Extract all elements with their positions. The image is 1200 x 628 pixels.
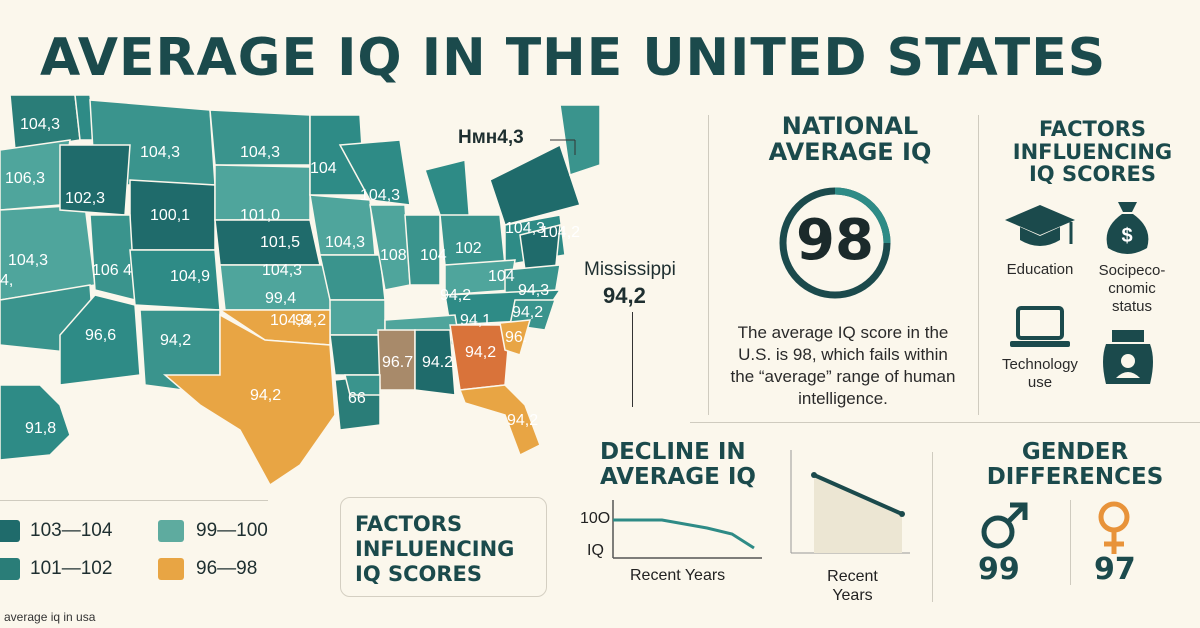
factors-box-text: FACTORS INFLUENCING IQ SCORES: [355, 512, 515, 587]
state-value-label: 94,2: [512, 304, 543, 321]
caption: average iq in usa: [4, 610, 96, 624]
legend-label-1: 101—102: [30, 558, 113, 579]
state-value-label: 104,3: [8, 252, 48, 269]
laptop-icon: [1010, 306, 1070, 347]
national-description: The average IQ score in the U.S. is 98, …: [730, 323, 956, 409]
state-value-label: 108: [380, 247, 407, 264]
factors-box: FACTORS INFLUENCING IQ SCORES: [340, 497, 547, 597]
state-value-label: 104,3: [360, 187, 400, 204]
decline-x-label-2: Recent Years: [827, 568, 878, 605]
male-value: 99: [978, 552, 1020, 587]
state-value-label: 104,3: [240, 144, 280, 161]
person-badge-icon: [1103, 330, 1153, 384]
state-value-label: 104,2: [540, 224, 580, 241]
legend-label-3: 96—98: [196, 558, 258, 579]
state-value-label: 91,8: [25, 420, 56, 437]
state-value-label: 104: [488, 268, 515, 285]
factors-heading: FACTORS INFLUENCING IQ SCORES: [1012, 117, 1173, 187]
state-value-label: 101,0: [240, 207, 280, 224]
callout-state-value: 94,2: [603, 283, 646, 308]
gender-heading: GENDER DIFFERENCES: [986, 439, 1164, 490]
legend-label-0: 103—104: [30, 520, 113, 541]
male-symbol-icon: [981, 502, 1028, 549]
state-value-label: 100,1: [150, 207, 190, 224]
state-value-label: 104,3: [505, 220, 545, 237]
state-value-label: 104: [420, 247, 447, 264]
female-symbol-icon: [1098, 501, 1130, 554]
state-value-label: 4,: [0, 272, 13, 289]
graduation-cap-icon: [1005, 205, 1075, 246]
page-title: AVERAGE IQ IN THE UNITED STATES: [40, 28, 1107, 88]
state-value-label: 94,2: [250, 387, 281, 404]
state-value-label: 94,2: [160, 332, 191, 349]
callout-state-name: Mississippi: [584, 259, 676, 280]
state-value-label: 94,2: [440, 287, 471, 304]
legend-swatch-0: [0, 520, 20, 542]
state-value-label: 102,3: [65, 190, 105, 207]
state-value-label: 104,3: [262, 262, 302, 279]
state-value-label: 104,3: [270, 312, 310, 329]
state-value-label: 106 4: [92, 262, 132, 279]
legend-swatch-1: [0, 558, 20, 580]
legend-label-2: 99—100: [196, 520, 268, 541]
state-value-label: 96.7: [382, 354, 413, 371]
state-value-label: 106,3: [5, 170, 45, 187]
state-value-label: 94,2: [507, 412, 538, 429]
legend: 103—104 101—102 99—100 96—98: [0, 516, 300, 586]
legend-swatch-2: [158, 520, 184, 542]
decline-x-label-1: Recent Years: [630, 567, 726, 584]
decline-heading: DECLINE IN AVERAGE IQ: [600, 439, 756, 490]
us-map: 104,3 106,3 102,3 104,3 104,3 100,1 104,3 101,0…: [0, 85, 633, 505]
state-value-label: 94,2: [295, 312, 326, 329]
national-ring: [779, 187, 891, 299]
state-value-label: 104,3: [140, 144, 180, 161]
state-value-label: 96.: [505, 329, 527, 346]
decline-y-bottom: IQ: [587, 542, 604, 559]
state-value-label: 99,4: [265, 290, 296, 307]
state-value-label: 102: [455, 240, 482, 257]
map-callout-top: Hмн4,3: [458, 127, 524, 148]
state-value-label: 104,9: [170, 268, 210, 285]
factor-education: Education: [1006, 261, 1074, 278]
female-value: 97: [1094, 552, 1136, 587]
money-bag-icon: $: [1106, 202, 1149, 254]
decline-y-top: 10O: [580, 510, 611, 527]
national-heading: NATIONAL AVERAGE IQ: [768, 112, 932, 166]
decline-line-chart: [612, 500, 762, 559]
national-value: 98: [796, 208, 874, 273]
state-value-label: 104: [310, 160, 337, 177]
factor-socioeconomic: Socipeco- cnomic status: [1098, 262, 1166, 315]
state-value-label: 104,3: [325, 234, 365, 251]
factor-technology: Technology use: [1002, 356, 1078, 391]
legend-swatch-3: [158, 558, 184, 580]
state-value-label: 94,3: [518, 282, 549, 299]
state-value-label: 104,3: [20, 116, 60, 133]
state-value-label: 94.2: [422, 354, 453, 371]
state-value-label: 66: [348, 390, 366, 407]
state-value-label: 101,5: [260, 234, 300, 251]
svg-text:$: $: [1121, 225, 1132, 247]
state-value-label: 96,6: [85, 327, 116, 344]
decline-area-chart: [790, 450, 910, 554]
state-value-label: 94,2: [465, 344, 496, 361]
state-value-label: 94,1: [460, 312, 491, 329]
